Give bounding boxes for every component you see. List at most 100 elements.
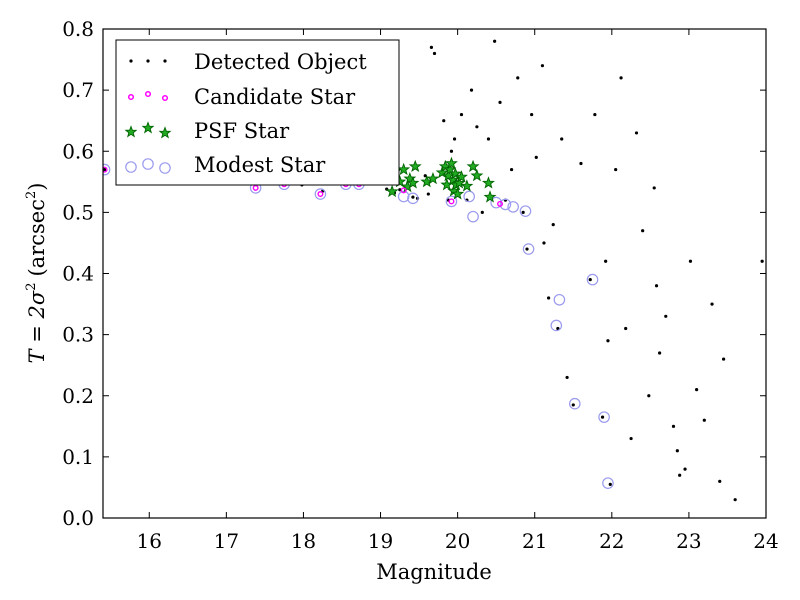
detected-object-point xyxy=(546,296,551,300)
y-tick-label: 0.8 xyxy=(62,17,94,41)
y-tick-label: 0.3 xyxy=(62,323,94,347)
psf-star-point xyxy=(483,190,497,203)
detected-object-point xyxy=(579,161,583,166)
legend-psf-star-glyph xyxy=(158,126,172,139)
detected-object-point xyxy=(525,247,529,251)
modest-star-point xyxy=(550,319,563,332)
detected-object-point xyxy=(658,351,662,355)
detected-object-point xyxy=(688,259,693,263)
psf-star-series xyxy=(385,156,497,203)
detected-object-point xyxy=(675,449,679,453)
legend-label-psf-star: PSF Star xyxy=(194,119,290,143)
modest-star-point xyxy=(553,293,566,306)
x-axis: 16 17 18 19 20 21 22 23 24 xyxy=(137,29,779,553)
x-tick-label: 21 xyxy=(522,529,547,553)
candidate-star-point xyxy=(448,198,455,205)
detected-object-point xyxy=(664,314,668,318)
psf-star-point xyxy=(397,162,411,176)
detected-object-point xyxy=(721,357,726,361)
modest-star-point xyxy=(522,243,535,255)
y-axis: 0.0 0.1 0.2 0.3 0.4 0.5 0.6 0.7 0.8 xyxy=(62,17,766,530)
psf-star-point xyxy=(470,168,484,182)
detected-object-point xyxy=(480,210,484,214)
detected-object-point xyxy=(629,436,633,441)
detected-object-point xyxy=(442,119,446,123)
y-tick-label: 0.7 xyxy=(62,78,94,102)
psf-star-point xyxy=(452,176,466,189)
legend-box xyxy=(115,39,400,186)
legend-label-detected-object: Detected Object xyxy=(194,50,367,74)
detected-object-point xyxy=(452,137,457,141)
detected-object-point xyxy=(560,137,564,141)
y-tick-label: 0.4 xyxy=(62,262,94,286)
detected-object-point xyxy=(641,229,645,233)
y-tick-label: 0.5 xyxy=(62,200,94,224)
detected-object-point xyxy=(683,467,687,471)
detected-object-point xyxy=(432,51,437,56)
detected-object-point xyxy=(534,155,538,159)
detected-object-point xyxy=(695,388,699,392)
modest-star-point xyxy=(519,205,532,217)
x-tick-label: 22 xyxy=(599,529,624,553)
psf-star-point xyxy=(448,167,462,180)
x-tick-label: 20 xyxy=(445,529,470,553)
y-tick-label: 0.2 xyxy=(62,384,94,408)
detected-object-point xyxy=(459,112,464,117)
legend-candidate-marker xyxy=(127,90,169,102)
detected-object-point xyxy=(702,418,706,422)
detected-object-point xyxy=(540,64,545,68)
psf-star-point xyxy=(466,159,480,173)
modest-star-point xyxy=(569,397,581,410)
detected-object-point xyxy=(516,76,520,80)
y-axis-label-unit: (arcsec xyxy=(25,199,49,276)
detected-object-point xyxy=(521,210,525,214)
detected-object-point xyxy=(624,326,628,331)
detected-object-point xyxy=(600,415,605,419)
detected-object-point xyxy=(565,375,569,380)
detected-object-point xyxy=(411,195,415,199)
legend-detected-marker xyxy=(129,59,167,63)
detected-object-point xyxy=(654,284,659,288)
psf-star-point xyxy=(385,184,399,198)
detected-object-point xyxy=(493,39,497,43)
y-tick-label: 0.0 xyxy=(62,506,94,530)
candidate-star-point xyxy=(317,191,324,198)
modest-star-point xyxy=(499,198,512,211)
psf-star-point xyxy=(408,159,422,173)
detected-object-point xyxy=(647,394,651,398)
modest-star-point xyxy=(445,195,458,208)
x-tick-label: 19 xyxy=(368,529,393,553)
psf-star-point xyxy=(446,173,460,186)
legend: Detected Object Candidate Star PSF Star … xyxy=(115,39,400,186)
legend-modest-marker xyxy=(125,158,171,174)
psf-star-point xyxy=(406,176,420,189)
legend-label-modest-star: Modest Star xyxy=(194,153,326,177)
modest-star-point xyxy=(314,188,327,200)
detected-object-point xyxy=(103,167,107,172)
detected-object-point xyxy=(608,482,612,486)
y-axis-label-main: T = 2σ xyxy=(25,290,49,363)
detected-object-point xyxy=(498,100,502,104)
psf-star-point xyxy=(460,179,474,192)
psf-star-point xyxy=(451,187,465,200)
detected-object-point xyxy=(652,186,656,190)
y-axis-label-exponent: 2 xyxy=(24,283,39,291)
x-tick-label: 24 xyxy=(753,529,778,553)
detected-object-point xyxy=(426,192,430,196)
detected-object-point xyxy=(588,278,592,282)
legend-psf-marker xyxy=(124,121,172,139)
modest-star-point xyxy=(602,477,614,489)
psf-star-point xyxy=(482,176,495,189)
x-tick-label: 16 xyxy=(137,529,162,553)
detected-object-point xyxy=(551,223,555,227)
detected-object-point xyxy=(486,137,491,141)
candidate-star-point xyxy=(252,184,259,191)
modest-star-point xyxy=(103,163,111,176)
modest-star-point xyxy=(407,192,419,205)
detected-object-point xyxy=(619,76,623,80)
detected-object-point xyxy=(429,45,434,49)
legend-entry-modest-star: Modest Star xyxy=(125,153,326,177)
detected-object-point xyxy=(760,259,764,263)
detected-object-point xyxy=(542,241,546,245)
